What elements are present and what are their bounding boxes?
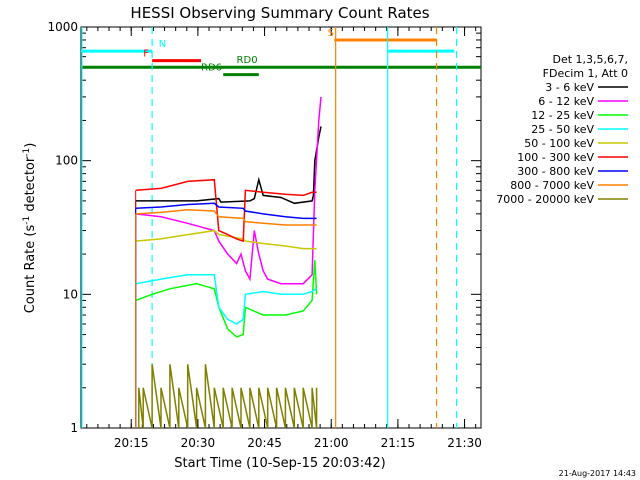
y-tick-label: 1000 — [47, 20, 78, 34]
series-line — [135, 96, 322, 285]
y-axis-label-sup1: -1 — [22, 216, 32, 225]
series-line — [135, 208, 317, 226]
x-tick-label: 20:45 — [247, 436, 282, 450]
legend-header-line2: FDecim 1, Att 0 — [543, 67, 628, 80]
series-line — [135, 126, 322, 205]
flag-bars: N S F RD0 RD6 — [81, 28, 481, 77]
y-axis-label-sup2: -1 — [22, 148, 32, 157]
chart-title: HESSI Observing Summary Count Rates — [130, 4, 429, 22]
x-tick-label: 21:15 — [381, 436, 416, 450]
x-axis-label: Start Time (10-Sep-15 20:03:42) — [174, 456, 385, 471]
x-tick-label: 20:30 — [181, 436, 216, 450]
legend-label: 3 - 6 keV — [545, 81, 594, 94]
series-line — [135, 178, 317, 243]
series-lines — [135, 96, 322, 429]
legend-label: 7000 - 20000 keV — [496, 193, 594, 206]
legend-label: 100 - 300 keV — [517, 151, 594, 164]
legend-header-line1: Det 1,3,5,6,7, — [552, 53, 628, 66]
timestamp: 21-Aug-2017 14:43 — [559, 469, 636, 478]
y-axis-label-part1: Count Rate (s — [23, 225, 38, 314]
flag-label: N — [159, 39, 166, 50]
flag-label: RD6 — [201, 63, 222, 74]
legend-label: 800 - 7000 keV — [510, 179, 594, 192]
series-line — [138, 364, 318, 429]
y-tick-label: 100 — [55, 154, 78, 168]
y-axis-label: Count Rate (s-1 detector-1) — [22, 143, 38, 314]
flag-label: F — [143, 49, 149, 60]
x-tick-label: 20:15 — [114, 436, 149, 450]
legend-label: 300 - 800 keV — [517, 165, 594, 178]
legend-label: 6 - 12 keV — [538, 95, 594, 108]
x-tick-label: 21:00 — [314, 436, 349, 450]
series-line — [135, 274, 317, 325]
series-line — [135, 260, 318, 338]
x-tick-label: 21:30 — [447, 436, 482, 450]
x-tick-labels: 20:15 20:30 20:45 21:00 21:15 21:30 — [114, 436, 482, 450]
y-tick-label: 10 — [63, 287, 78, 301]
y-axis-label-part2: detector — [23, 156, 38, 216]
legend-label: 12 - 25 keV — [531, 109, 594, 122]
plot-area-frame — [80, 26, 482, 429]
legend-label: 25 - 50 keV — [531, 123, 594, 136]
y-tick-label: 1 — [70, 421, 78, 435]
flag-label: S — [328, 28, 334, 39]
series-line — [135, 202, 317, 220]
legend-label: 50 - 100 keV — [524, 137, 594, 150]
flag-label: RD0 — [237, 55, 258, 66]
y-axis-label-part3: ) — [23, 143, 38, 148]
vertical-markers — [81, 27, 458, 428]
y-tick-labels: 1 10 100 1000 — [47, 20, 78, 435]
